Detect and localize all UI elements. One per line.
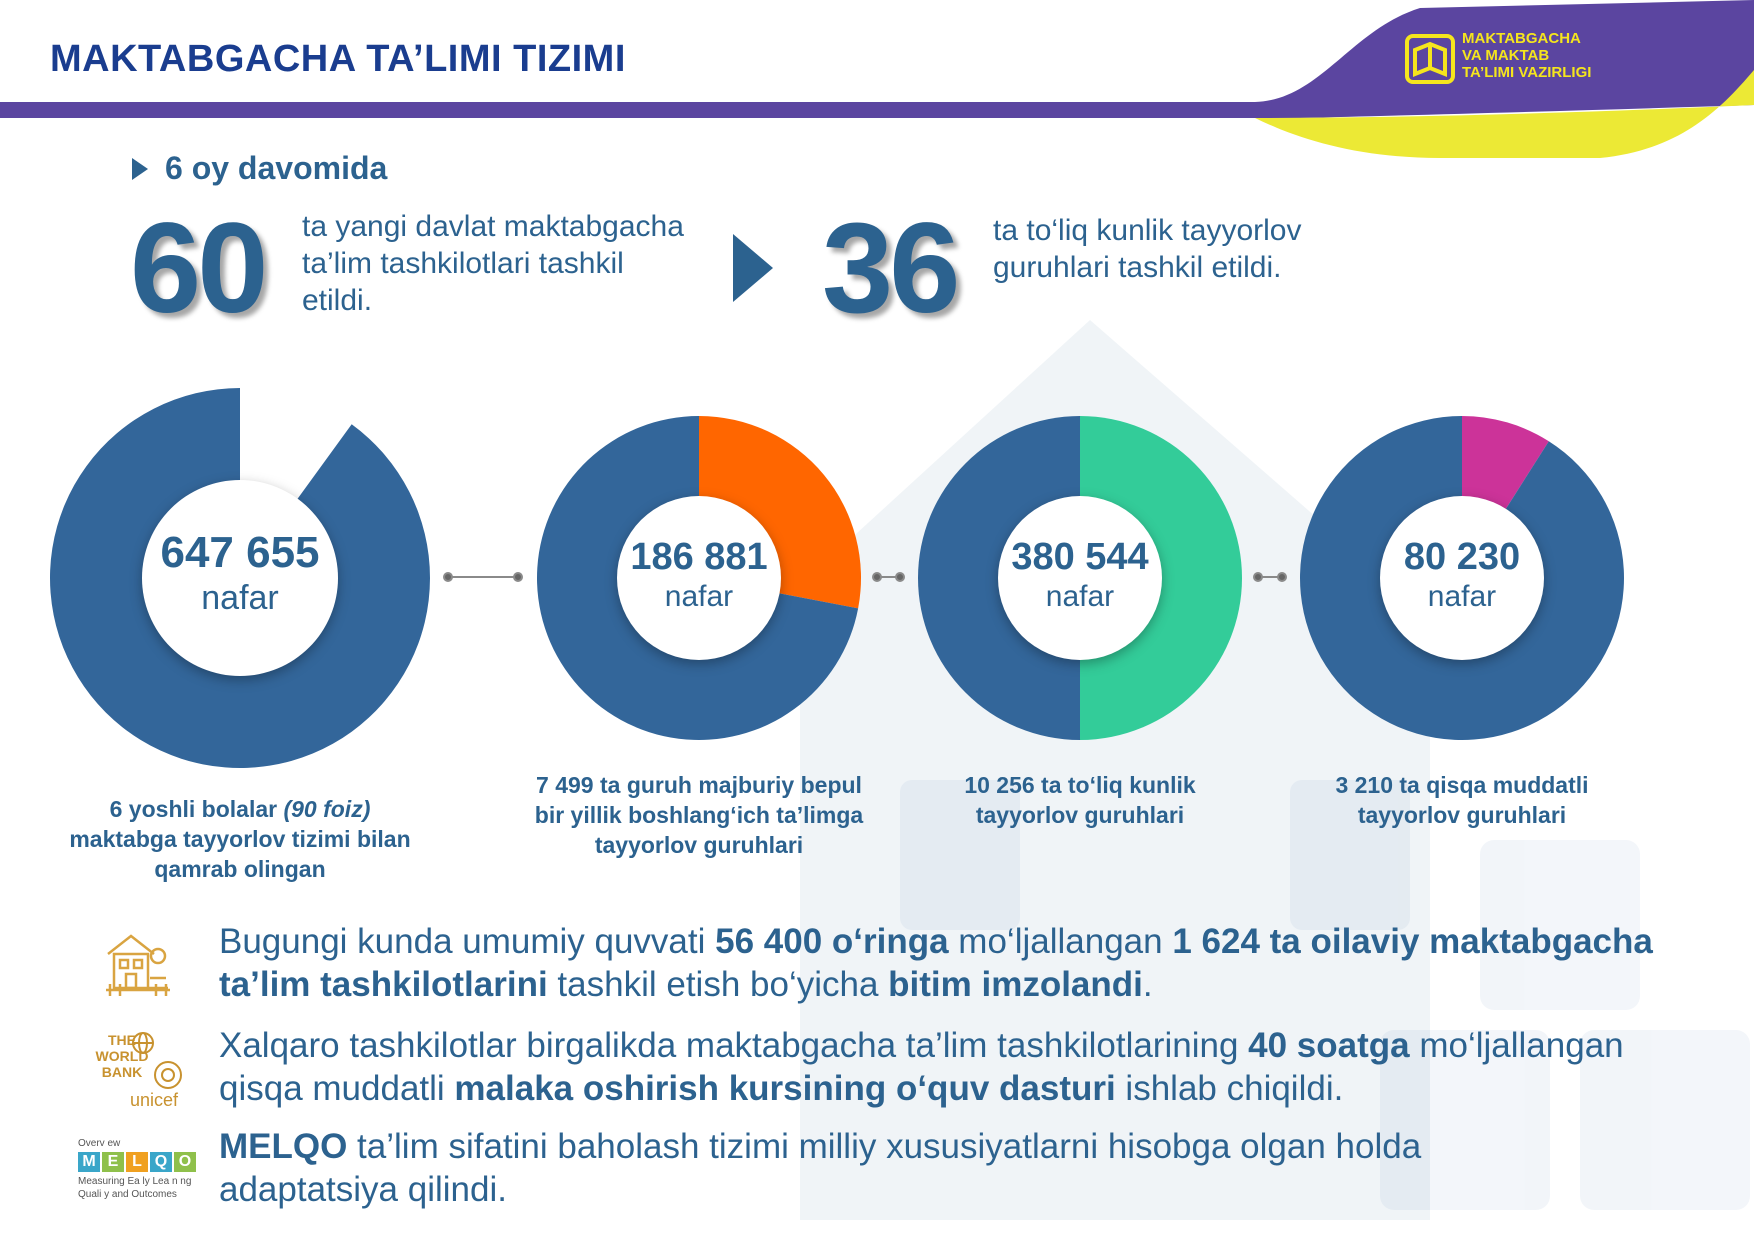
donut-3-hole [998, 496, 1162, 660]
melqo-letter-l: L [126, 1152, 148, 1172]
logo-line-1: MAKTABGACHA [1462, 30, 1581, 47]
donut-center-1: 647 655 nafar [140, 528, 340, 618]
donut-center-2: 186 881 nafar [599, 536, 799, 614]
arrow-triangle-icon [733, 234, 773, 302]
p2-text-3: ishlab chiqildi. [1115, 1069, 1344, 1108]
paragraph-training-course: Xalqaro tashkilotlar birgalikda maktabga… [219, 1024, 1689, 1110]
donut-2-hole [617, 496, 781, 660]
p3-text-1: ta’lim sifatini baholash tizimi milliy x… [219, 1127, 1422, 1209]
unicef-emblem-icon [154, 1061, 182, 1089]
p3-bold-1: MELQO [219, 1127, 348, 1166]
p1-text-3: tashkil etish bo‘yicha [547, 965, 889, 1004]
world-bank-line-1: THE [108, 1032, 136, 1048]
p2-bold-1: 40 soatga [1248, 1026, 1410, 1065]
caption-1-part-c: maktabga tayyorlov tizimi bilan qamrab o… [69, 826, 411, 882]
melqo-logo: M E L Q O [78, 1152, 196, 1172]
melqo-letter-o: O [174, 1152, 196, 1172]
period-label: 6 oy davomida [165, 150, 388, 186]
stat-value-60: 60 [130, 197, 268, 340]
donut-4-hole [1380, 496, 1544, 660]
logo-line-3: TA’LIMI VAZIRLIGI [1462, 64, 1592, 81]
melqo-subtitle-2: Quali y and Outcomes [78, 1189, 177, 1200]
donut-caption-3: 10 256 ta to‘liq kunlik tayyorlov guruhl… [964, 772, 1196, 828]
donut-value-2: 186 881 [630, 536, 768, 578]
donut-caption-2: 7 499 ta guruh majburiy bepul bir yillik… [534, 772, 864, 858]
donut-value-4: 80 230 [1403, 536, 1521, 578]
donut-unit-3: nafar [1045, 579, 1115, 613]
p1-text-4: . [1142, 965, 1153, 1004]
donut-caption-1: 6 yoshli bolalar (90 foiz) maktabga tayy… [60, 794, 420, 884]
melqo-subtitle-1: Measuring Ea ly Lea n ng [78, 1176, 192, 1187]
p1-text-2: mo‘ljallangan [948, 922, 1173, 961]
logo-line-2: VA MAKTAB [1462, 47, 1550, 64]
caption-1-part-b: (90 foiz) [283, 796, 371, 822]
world-bank-line-2: WORLD [95, 1048, 149, 1064]
family-kindergarten-icon [106, 934, 170, 996]
donut-value-3: 380 544 [1011, 536, 1149, 578]
caption-1-part-a: 6 yoshli bolalar [109, 796, 284, 822]
paragraph-melqo: MELQO ta’lim sifatini baholash tizimi mi… [219, 1125, 1519, 1211]
p2-bold-2: malaka oshirish kursining o‘quv dasturi [454, 1069, 1116, 1108]
stat-value-36: 36 [822, 197, 960, 340]
p1-bold-2: 1 624 ta oilaviy maktabgacha ta’lim tash… [219, 922, 1653, 1004]
world-bank-globe-icon [132, 1032, 154, 1054]
paragraph-family-kindergartens: Bugungi kunda umumiy quvvati 56 400 o‘ri… [219, 920, 1689, 1006]
bullet-triangle-icon [132, 158, 148, 180]
stat-desc-36: ta to‘liq kunlik tayyorlov guruhlari tas… [993, 214, 1302, 284]
melqo-letter-m: M [78, 1152, 100, 1172]
donut-unit-2: nafar [664, 579, 734, 613]
world-bank-logo: THE WORLD BANK [88, 1032, 156, 1080]
donut-center-3: 380 544 nafar [980, 536, 1180, 614]
donut-value-1: 647 655 [160, 528, 320, 577]
world-bank-line-3: BANK [101, 1064, 143, 1080]
donut-1-hole [142, 480, 338, 676]
p1-bold-3: bitim imzolandi [888, 965, 1143, 1004]
donut-unit-4: nafar [1427, 579, 1497, 613]
unicef-logo: unicef [130, 1090, 179, 1110]
melqo-letter-e: E [102, 1152, 124, 1172]
melqo-overview-label: Overv ew [78, 1138, 121, 1149]
donut-connectors [443, 572, 1287, 582]
melqo-letter-q: Q [150, 1152, 172, 1172]
page-title: MAKTABGACHA TA’LIMI TIZIMI [50, 38, 626, 80]
donut-charts [49, 388, 1624, 769]
p1-bold-1: 56 400 o‘ringa [715, 922, 949, 961]
p2-text-1: Xalqaro tashkilotlar birgalikda maktabga… [219, 1026, 1249, 1065]
p2-text-2: mo‘ljallangan qisqa muddatli [219, 1026, 1624, 1108]
ministry-logo-icon [1405, 34, 1455, 84]
donut-unit-1: nafar [201, 578, 279, 617]
donut-caption-4: 3 210 ta qisqa muddatli tayyorlov guruhl… [1335, 772, 1589, 828]
stat-desc-60: ta yangi davlat maktabgacha ta’lim tashk… [302, 210, 684, 317]
p1-text-1: Bugungi kunda umumiy quvvati [219, 922, 716, 961]
donut-center-4: 80 230 nafar [1362, 536, 1562, 614]
ministry-logo-text: MAKTABGACHA VA MAKTAB TA’LIMI VAZIRLIGI [1462, 30, 1662, 81]
